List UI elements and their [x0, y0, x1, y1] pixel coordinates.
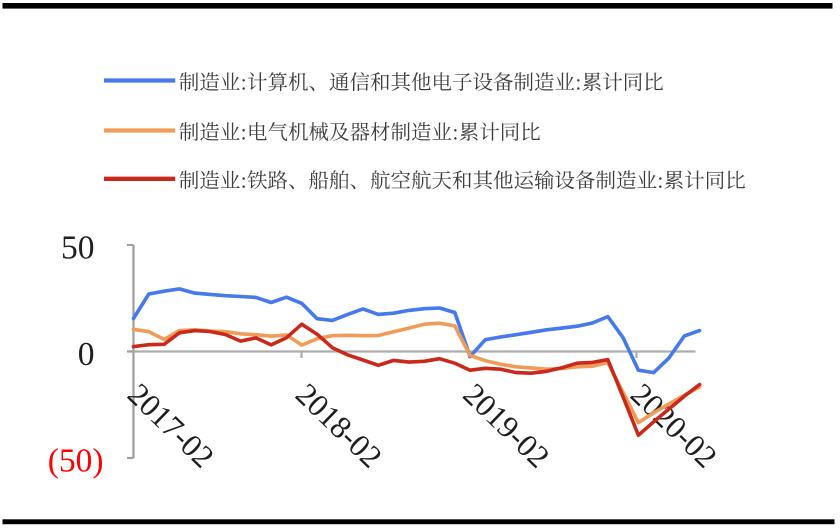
svg-text:0: 0: [78, 336, 95, 373]
svg-text:50: 50: [61, 230, 95, 267]
svg-text:(50): (50): [48, 442, 104, 479]
